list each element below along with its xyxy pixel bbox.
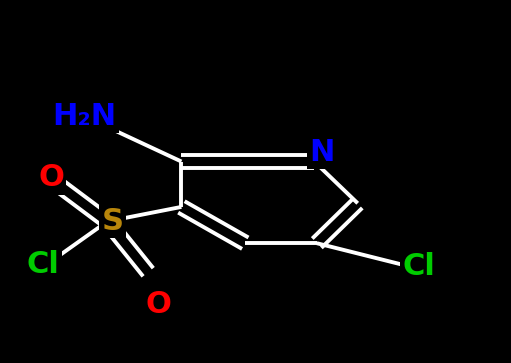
Text: O: O — [38, 163, 64, 192]
Text: Cl: Cl — [27, 250, 60, 280]
Text: H₂N: H₂N — [52, 102, 117, 131]
Text: O: O — [146, 290, 171, 319]
Text: Cl: Cl — [403, 252, 435, 281]
Text: S: S — [101, 207, 124, 236]
Text: N: N — [309, 138, 335, 167]
